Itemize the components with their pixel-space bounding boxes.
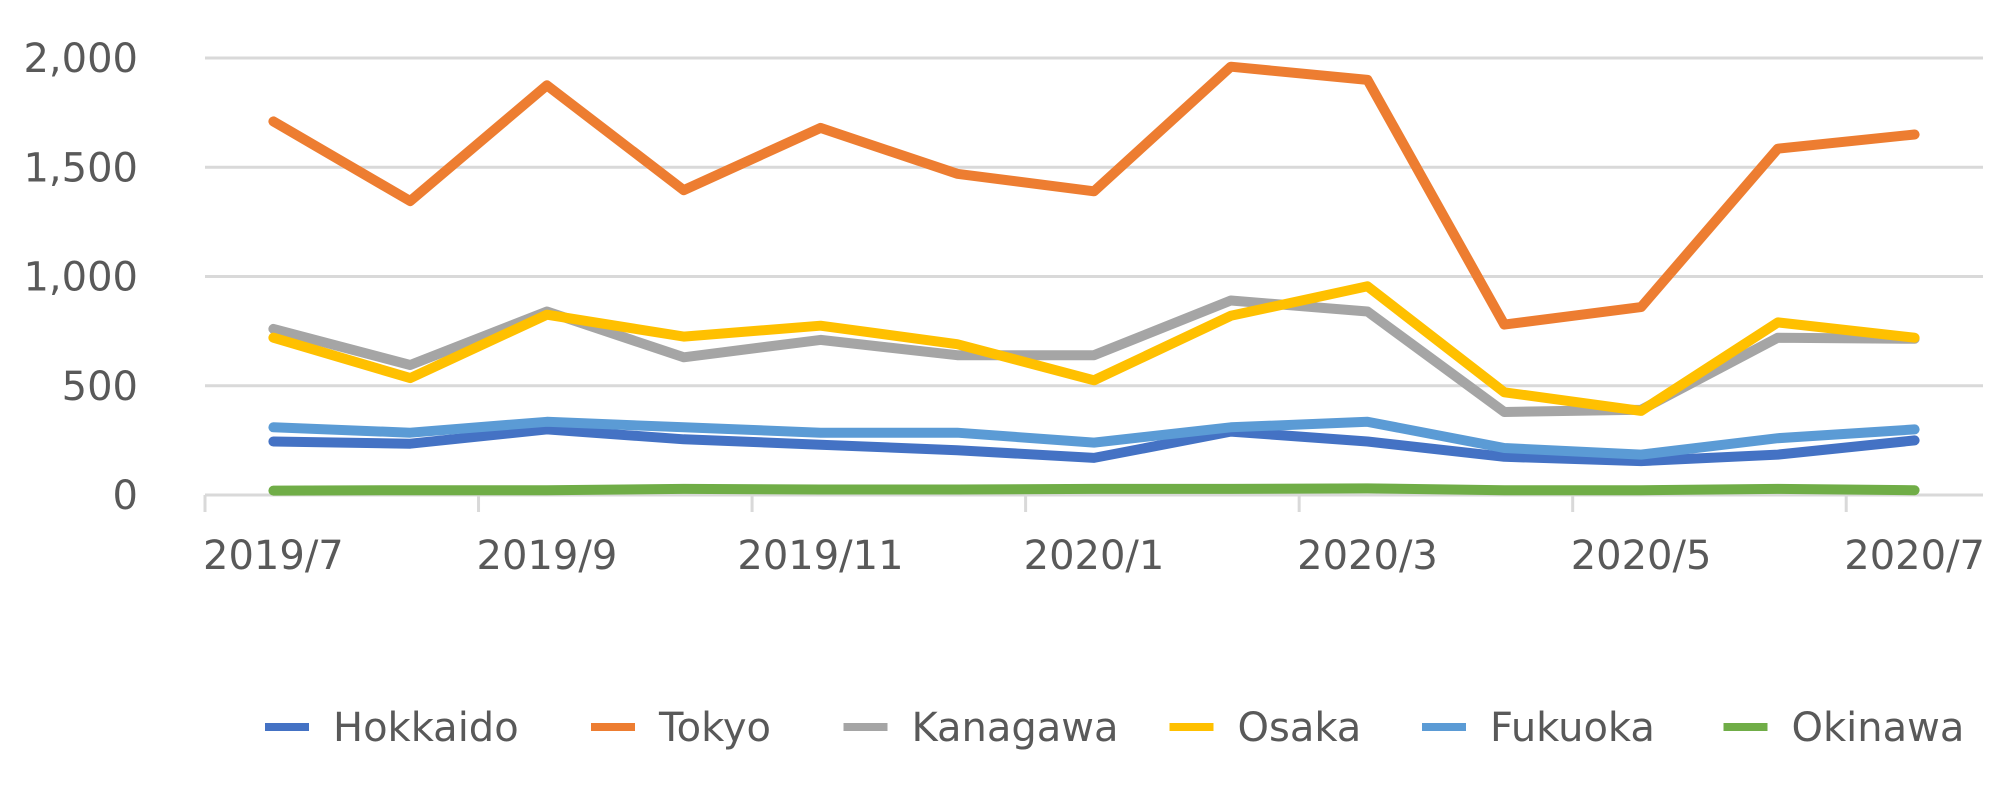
legend-item-hokkaido: Hokkaido (265, 705, 519, 751)
legend-item-fukuoka: Fukuoka (1422, 705, 1655, 751)
y-tick-label: 0 (113, 473, 138, 519)
x-axis: 2019/7 2019/9 2019/11 2020/1 2020/3 2020/5 202… (203, 493, 1985, 579)
y-tick-label: 1,500 (23, 145, 138, 191)
legend-item-osaka: Osaka (1169, 705, 1362, 751)
legend-label: Hokkaido (333, 705, 519, 751)
x-tick-label: 2019/7 (203, 533, 344, 579)
x-tick-label: 2020/3 (1297, 533, 1438, 579)
legend: Hokkaido Tokyo Kanagawa Osaka Fukuoka Okinawa (265, 705, 1964, 751)
legend-label: Fukuoka (1490, 705, 1655, 751)
legend-item-kanagawa: Kanagawa (843, 705, 1119, 751)
y-tick-label: 1,000 (23, 255, 138, 301)
legend-label: Osaka (1238, 705, 1362, 751)
series-lines (268, 61, 1920, 496)
x-tick-label: 2019/9 (477, 533, 618, 579)
x-tick-label: 2020/7 (1844, 533, 1985, 579)
x-tick-label: 2019/11 (737, 533, 903, 579)
y-tick-label: 500 (62, 364, 138, 410)
series-line-hokkaido (268, 424, 1920, 467)
series-line-osaka (268, 281, 1920, 416)
series-line-fukuoka (268, 416, 1920, 460)
legend-label: Okinawa (1792, 705, 1965, 751)
legend-item-okinawa: Okinawa (1723, 705, 1965, 751)
x-tick-label: 2020/5 (1571, 533, 1712, 579)
x-tick-label: 2020/1 (1024, 533, 1165, 579)
series-line-okinawa (268, 483, 1920, 496)
legend-label: Kanagawa (912, 705, 1119, 751)
y-tick-label: 2,000 (23, 36, 138, 82)
series-line-tokyo (268, 61, 1920, 330)
legend-item-tokyo: Tokyo (591, 705, 771, 751)
y-axis: 0 500 1,000 1,500 2,000 (23, 36, 138, 519)
legend-label: Tokyo (658, 705, 771, 751)
